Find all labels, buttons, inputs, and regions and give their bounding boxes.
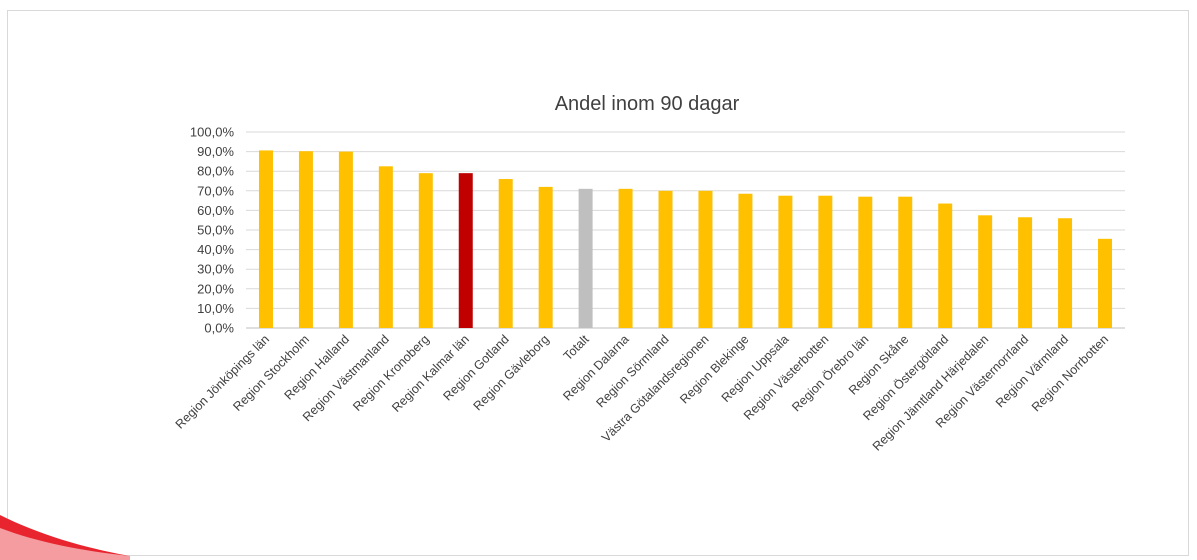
bar <box>458 173 473 328</box>
bar <box>818 195 833 328</box>
bar <box>1058 218 1073 328</box>
y-axis-ticks: 0,0% 10,0% 20,0% 30,0% 40,0% 50,0% 60,0% 70,0% 8… <box>190 125 235 336</box>
y-tick-label: 70,0% <box>197 183 234 198</box>
x-tick-label: Region Stockholm <box>230 332 312 414</box>
x-tick-label: Region Gävleborg <box>471 332 552 413</box>
chart-title: Andel inom 90 dagar <box>555 93 740 115</box>
bar <box>698 190 713 328</box>
y-tick-label: 10,0% <box>197 301 234 316</box>
bar <box>618 188 633 328</box>
bar <box>338 151 353 328</box>
bar <box>498 179 513 328</box>
bar <box>978 215 993 328</box>
x-tick-label: Region Kronoberg <box>350 332 432 414</box>
x-tick-label: Region Sörmland <box>593 332 671 410</box>
bar <box>578 188 593 328</box>
bar <box>538 186 553 328</box>
bar <box>858 196 873 328</box>
bar <box>898 196 913 328</box>
x-tick-label: Region Norrbotten <box>1029 332 1111 414</box>
y-tick-label: 20,0% <box>197 281 234 296</box>
y-tick-label: 100,0% <box>190 125 235 140</box>
y-tick-label: 30,0% <box>197 262 234 277</box>
x-tick-label: Totalt <box>561 332 592 363</box>
bar <box>258 150 273 328</box>
y-tick-label: 40,0% <box>197 242 234 257</box>
bar <box>938 203 953 328</box>
corner-decoration <box>0 515 150 560</box>
bar <box>738 193 753 328</box>
bar <box>778 195 793 328</box>
bar <box>298 151 313 328</box>
bar <box>1098 238 1113 328</box>
bar <box>378 166 393 328</box>
bars <box>258 150 1113 328</box>
bar <box>658 190 673 328</box>
y-tick-label: 80,0% <box>197 164 234 179</box>
y-tick-label: 0,0% <box>204 321 234 336</box>
y-tick-label: 50,0% <box>197 223 234 238</box>
bar <box>1018 217 1033 328</box>
gridlines <box>246 131 1125 329</box>
y-tick-label: 60,0% <box>197 203 234 218</box>
x-tick-label: Region Värmland <box>993 332 1071 410</box>
corner-swoosh-highlight <box>0 528 150 560</box>
x-tick-label: Region Blekinge <box>677 332 751 406</box>
bar <box>418 173 433 328</box>
y-tick-label: 90,0% <box>197 144 234 159</box>
